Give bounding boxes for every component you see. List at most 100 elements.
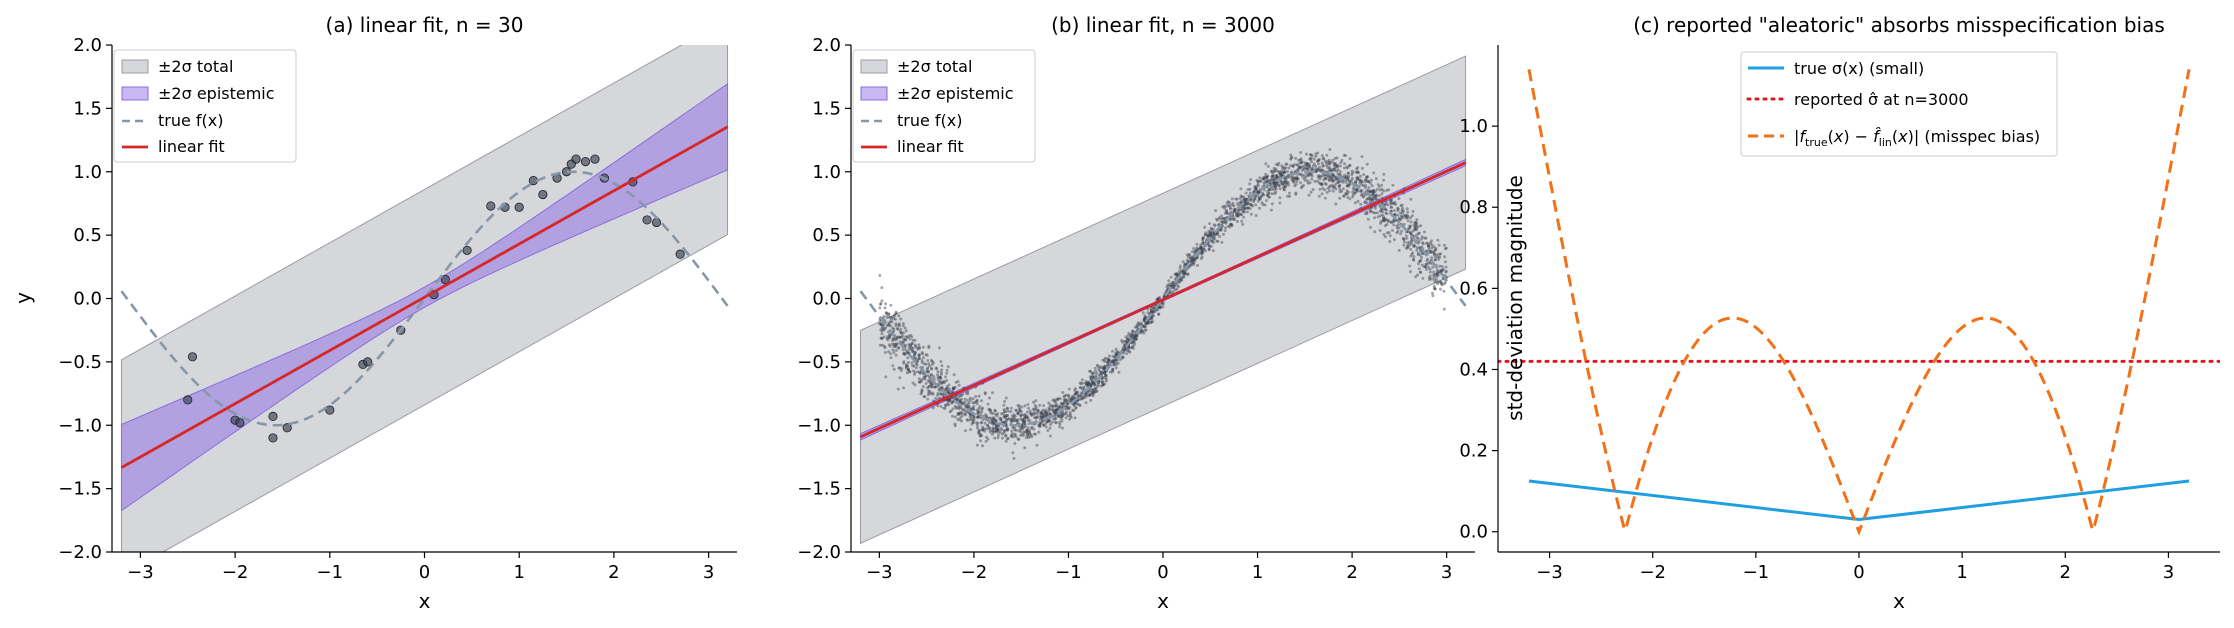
panel-b-scatter-point — [937, 346, 941, 350]
panel-b-scatter-point — [1377, 194, 1381, 198]
panel-b-scatter-point — [1323, 188, 1327, 192]
panel-b-plot-area — [859, 55, 1467, 545]
panel-b-scatter-point — [1171, 290, 1175, 294]
panel-b-scatter-point — [1116, 361, 1120, 365]
panel-b-scatter-point — [1274, 163, 1278, 166]
panel-b-scatter-point — [1261, 193, 1265, 197]
panel-b-scatter-point — [1302, 167, 1306, 171]
panel-b-scatter-point — [977, 410, 981, 413]
panel-a-x-tick-label: 0 — [419, 562, 430, 583]
panel-b-scatter-point — [928, 380, 932, 384]
panel-b-scatter-point — [1224, 221, 1228, 225]
panel-b-scatter-point — [1009, 406, 1013, 410]
panel-b-scatter-point — [1256, 194, 1260, 198]
panel-b-scatter-point — [946, 386, 949, 390]
panel-b-scatter-point — [893, 342, 897, 346]
panel-a-data-point — [675, 249, 685, 259]
panel-b-scatter-point — [1165, 285, 1169, 289]
panel-b-scatter-point — [1324, 176, 1328, 180]
panel-b-scatter-point — [977, 431, 980, 435]
panel-b-scatter-point — [1106, 360, 1110, 364]
panel-b-scatter-point — [1336, 181, 1340, 185]
panel-b-scatter-point — [899, 327, 903, 331]
panel-b-scatter-point — [1265, 175, 1269, 179]
panel-b-scatter-point — [897, 323, 900, 327]
panel-b-scatter-point — [1093, 366, 1097, 370]
panel-b-scatter-point — [1437, 243, 1441, 247]
legend-total-band-swatch — [121, 59, 149, 74]
panel-b-scatter-point — [1317, 175, 1320, 179]
panel-b-scatter-point — [1058, 420, 1062, 424]
panel-b-scatter-point — [1225, 209, 1229, 213]
panel-b-scatter-point — [1013, 432, 1017, 436]
panel-b-scatter-point — [1386, 203, 1390, 207]
panel-b-scatter-point — [1146, 311, 1150, 315]
panel-b-scatter-point — [1382, 219, 1386, 223]
panel-b-scatter-point — [927, 391, 931, 395]
panel-b-scatter-point — [1419, 224, 1423, 228]
panel-b-scatter-point — [1281, 171, 1285, 175]
panel-b-scatter-point — [1353, 191, 1357, 195]
panel-b-scatter-point — [1034, 405, 1038, 409]
panel-b-scatter-point — [914, 362, 918, 366]
panel-b-scatter-point — [1439, 280, 1442, 284]
panel-b-scatter-point — [892, 338, 896, 341]
panel-b-scatter-point — [1140, 323, 1144, 327]
panel-b-scatter-point — [1292, 180, 1296, 184]
panel-b-scatter-point — [880, 326, 884, 330]
panel-b-scatter-point — [1025, 429, 1029, 433]
panel-b-scatter-point — [1022, 422, 1026, 426]
panel-b-scatter-point — [937, 386, 941, 390]
panel-b-scatter-point — [1023, 417, 1026, 421]
panel-b-scatter-point — [926, 397, 930, 401]
panel-b-scatter-point — [1425, 262, 1429, 266]
panel-b-scatter-point — [1183, 271, 1187, 275]
panel-b-scatter-point — [1344, 192, 1348, 196]
panel-b-scatter-point — [1304, 166, 1308, 170]
panel-b-scatter-point — [1043, 410, 1047, 414]
panel-b-scatter-point — [1216, 239, 1220, 243]
panel-b-scatter-point — [1143, 328, 1147, 332]
panel-b-scatter-point — [1221, 216, 1225, 220]
panel-b-scatter-point — [1111, 368, 1115, 372]
panel-b-scatter-point — [880, 299, 884, 303]
panel-b-scatter-point — [1152, 310, 1156, 314]
panel-b-scatter-point — [1101, 366, 1105, 370]
panel-b-scatter-point — [1310, 160, 1314, 164]
panel-b-scatter-point — [931, 392, 935, 396]
panel-b-scatter-point — [960, 414, 964, 418]
panel-b-scatter-point — [881, 326, 885, 330]
panel-b-scatter-point — [1246, 188, 1250, 192]
panel-b-scatter-point — [1347, 183, 1351, 187]
panel-a-x-tick-label: 1 — [513, 562, 524, 583]
panel-b-scatter-point — [1161, 305, 1165, 309]
panel-b-scatter-point — [1433, 280, 1437, 284]
panel-b-scatter-point — [1026, 418, 1030, 422]
panel-b-scatter-point — [1231, 201, 1235, 205]
panel-b-scatter-point — [1249, 198, 1253, 202]
panel-b-scatter-point — [934, 396, 938, 400]
panel-b-scatter-point — [1219, 220, 1223, 224]
panel-b-scatter-point — [1310, 177, 1314, 181]
panel-b-scatter-point — [880, 286, 884, 290]
panel-b-scatter-point — [885, 312, 889, 316]
panel-b-scatter-point — [887, 323, 891, 327]
panel-b-scatter-point — [1312, 162, 1316, 166]
panel-b-scatter-point — [887, 336, 891, 340]
panel-b-scatter-point — [882, 328, 886, 332]
panel-b-scatter-point — [1411, 257, 1415, 261]
panel-b-scatter-point — [1399, 232, 1402, 236]
panel-b-scatter-point — [963, 409, 967, 413]
panel-b-scatter-point — [1038, 425, 1042, 429]
panel-b-scatter-point — [1108, 354, 1111, 358]
panel-b-scatter-point — [1353, 191, 1357, 195]
panel-b-scatter-point — [899, 331, 903, 335]
panel-b-scatter-point — [1091, 379, 1095, 383]
panel-b-scatter-point — [913, 350, 917, 354]
panel-b-scatter-point — [1006, 427, 1010, 431]
panel-b-scatter-point — [1210, 232, 1214, 236]
panel-b-scatter-point — [1420, 235, 1424, 239]
panel-b-scatter-point — [1414, 224, 1418, 228]
panel-b-scatter-point — [1350, 178, 1354, 182]
panel-b-scatter-point — [987, 416, 991, 420]
